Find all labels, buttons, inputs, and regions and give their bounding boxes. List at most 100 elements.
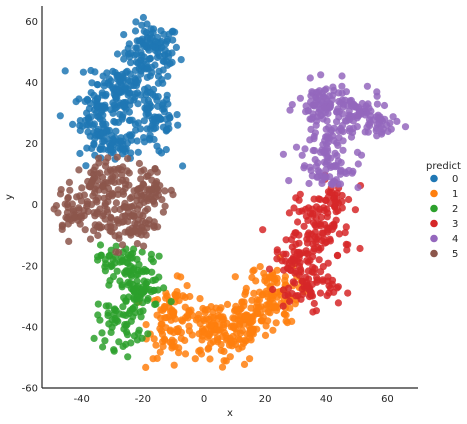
data-point: [349, 117, 357, 125]
data-point: [309, 219, 317, 227]
data-point: [161, 46, 169, 54]
data-point: [137, 267, 145, 275]
data-point: [333, 162, 341, 170]
data-point: [75, 166, 83, 174]
data-point: [140, 53, 148, 61]
data-point: [320, 235, 328, 243]
data-point: [155, 252, 163, 260]
data-point: [138, 248, 146, 256]
data-point: [146, 88, 154, 96]
data-point: [281, 292, 289, 300]
data-point: [61, 67, 69, 75]
series-5-points: [50, 153, 177, 256]
legend-label-3: 3: [452, 219, 458, 230]
data-point: [325, 123, 333, 131]
data-point: [145, 216, 153, 224]
legend-label-5: 5: [452, 249, 458, 260]
data-point: [315, 87, 323, 95]
data-point: [255, 296, 263, 304]
data-point: [279, 150, 287, 158]
data-point: [142, 110, 150, 118]
data-point: [103, 206, 111, 214]
data-point: [311, 233, 319, 241]
x-ticks: -40 -20 0 20 40 60: [74, 394, 394, 405]
data-point: [183, 311, 191, 320]
data-point: [169, 309, 177, 317]
data-point: [183, 282, 191, 290]
data-point: [269, 326, 277, 334]
x-tick-label: 20: [259, 394, 272, 405]
legend-label-2: 2: [452, 204, 458, 215]
data-point: [137, 62, 145, 70]
data-point: [100, 82, 108, 90]
data-point: [289, 278, 297, 286]
data-point: [125, 309, 133, 317]
data-point: [282, 236, 290, 244]
data-point: [123, 328, 131, 336]
data-point: [159, 208, 167, 216]
data-point: [238, 327, 246, 335]
data-point: [307, 115, 316, 123]
data-point: [195, 347, 203, 355]
data-point: [146, 125, 154, 133]
data-point: [138, 334, 146, 342]
data-point: [344, 289, 352, 297]
data-point: [195, 330, 203, 338]
data-point: [116, 258, 124, 266]
data-point: [119, 303, 127, 311]
data-point: [350, 100, 358, 108]
data-point: [76, 117, 84, 125]
data-point: [309, 240, 317, 248]
data-point: [93, 95, 102, 103]
data-point: [273, 246, 281, 254]
data-point: [288, 290, 296, 298]
data-point: [242, 284, 250, 292]
data-point: [163, 91, 171, 99]
data-point: [140, 27, 148, 35]
legend-marker-5: [430, 249, 438, 258]
data-point: [361, 111, 369, 119]
data-point: [113, 72, 121, 80]
data-point: [308, 280, 316, 289]
data-point: [306, 136, 314, 144]
data-point: [330, 86, 338, 95]
data-point: [284, 284, 293, 292]
data-point: [144, 294, 152, 303]
data-point: [324, 153, 332, 161]
data-point: [164, 72, 172, 80]
data-point: [170, 361, 178, 369]
data-point: [296, 250, 304, 258]
data-point: [341, 229, 349, 237]
y-tick-label: -60: [22, 384, 38, 395]
data-point: [101, 215, 109, 223]
data-point: [94, 231, 102, 239]
data-point: [273, 266, 281, 274]
legend: predict 0 1 2 3 4 5: [426, 161, 461, 260]
data-point: [134, 148, 142, 156]
data-point: [137, 313, 145, 321]
data-point: [149, 28, 157, 37]
data-point: [124, 76, 132, 85]
data-point: [166, 60, 174, 68]
data-point: [291, 269, 299, 277]
data-point: [339, 110, 347, 118]
y-tick-label: 0: [32, 200, 38, 211]
data-point: [250, 289, 258, 297]
data-point: [72, 98, 80, 106]
data-point: [109, 99, 117, 107]
data-point: [90, 334, 98, 342]
data-point: [107, 167, 115, 175]
data-point: [233, 307, 241, 315]
series-1-points: [135, 253, 308, 371]
data-point: [109, 85, 117, 93]
data-point: [177, 334, 185, 342]
data-point: [98, 102, 106, 110]
data-point: [349, 124, 357, 132]
data-point: [373, 132, 381, 140]
data-point: [328, 276, 337, 284]
data-point: [99, 343, 107, 351]
data-point: [326, 199, 334, 207]
data-point: [294, 218, 302, 226]
data-point: [155, 52, 163, 60]
data-point: [69, 120, 77, 128]
